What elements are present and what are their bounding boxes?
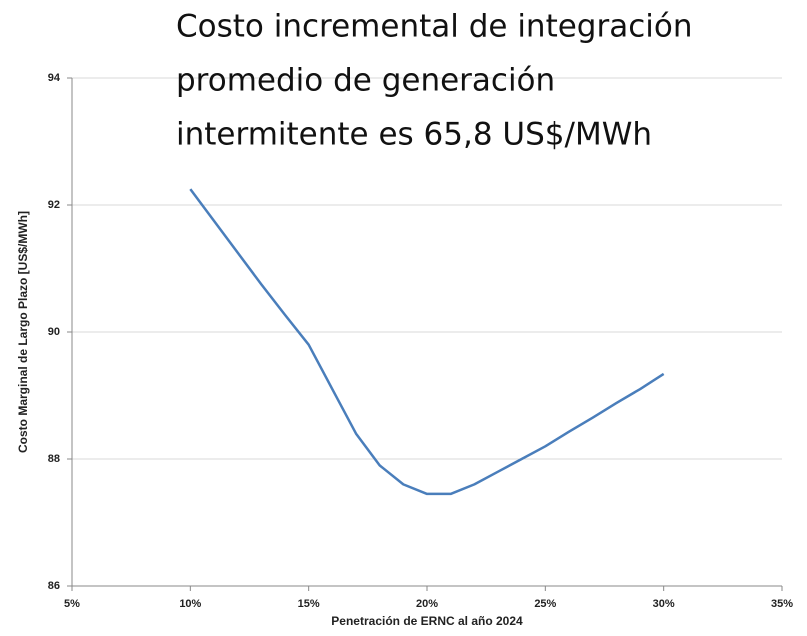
y-tick-label: 92: [48, 199, 60, 211]
x-tick-label: 30%: [653, 598, 675, 610]
x-tick-label: 35%: [771, 598, 793, 610]
x-tick-label: 25%: [534, 598, 556, 610]
y-tick-label: 94: [48, 72, 61, 84]
y-tick-label: 90: [48, 326, 60, 338]
chart-title: promedio de generación: [176, 63, 555, 99]
x-axis-label: Penetración de ERNC al año 2024: [331, 614, 523, 628]
chart-title: intermitente es 65,8 US$/MWh: [176, 117, 652, 153]
chart-title: Costo incremental de integración: [176, 9, 693, 45]
line-series: [189, 188, 665, 496]
x-tick-label: 5%: [64, 598, 80, 610]
x-tick-label: 10%: [179, 598, 201, 610]
y-axis-label: Costo Marginal de Largo Plazo [US$/MWh]: [16, 211, 30, 453]
y-tick-label: 86: [48, 580, 60, 592]
x-tick-label: 20%: [416, 598, 438, 610]
y-tick-label: 88: [48, 453, 60, 465]
x-tick-label: 15%: [298, 598, 320, 610]
